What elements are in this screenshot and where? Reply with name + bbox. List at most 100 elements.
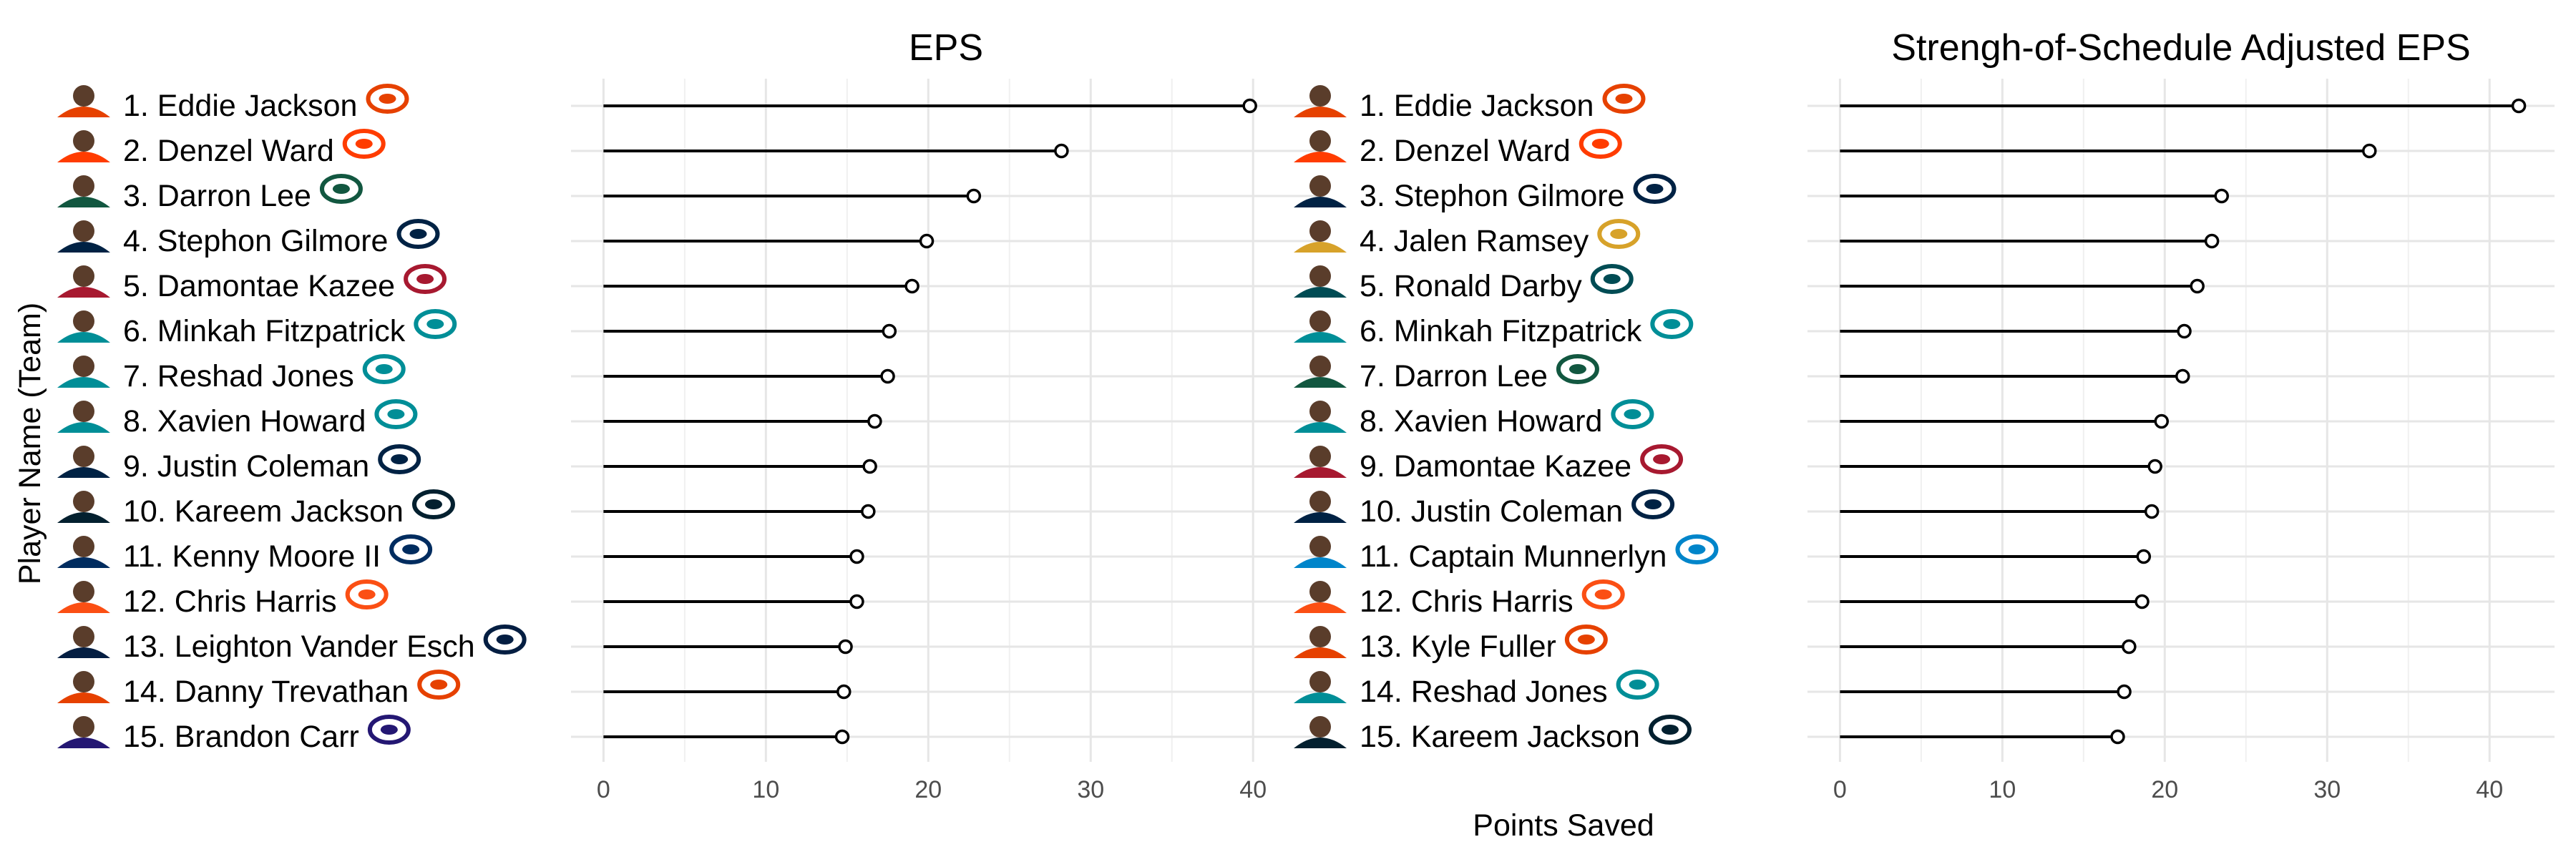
player-label: 1. Eddie Jackson (123, 89, 357, 123)
data-point (849, 549, 864, 564)
player-label: 10. Kareem Jackson (123, 494, 404, 529)
data-point (2511, 98, 2527, 114)
headshot-jersey (1294, 692, 1347, 703)
player-label: 14. Reshad Jones (1360, 675, 1608, 709)
x-tick-label: 20 (914, 776, 942, 803)
player-headshot (57, 220, 110, 253)
panel-2: Strengh-of-Schedule Adjusted EPS 0 10 20 30 4… (1294, 27, 2555, 803)
headshot-jersey (1294, 467, 1347, 478)
team-logo-core (1610, 229, 1628, 239)
player-headshot (1294, 85, 1347, 117)
player-label: 10. Justin Coleman (1360, 494, 1623, 529)
data-point (862, 459, 877, 474)
team-logo-icon (1648, 715, 1692, 745)
player-label: 11. Kenny Moore II (123, 539, 381, 574)
player-headshot (57, 446, 110, 478)
team-logo-core (358, 589, 376, 599)
team-logo-core (387, 409, 405, 419)
player-label: 8. Xavien Howard (123, 404, 366, 439)
headshot-jersey (1294, 242, 1347, 253)
team-logo-core (1644, 499, 1662, 509)
team-logo-icon (414, 309, 457, 339)
team-logo-core (1594, 589, 1612, 599)
headshot-face (1309, 356, 1331, 377)
player-headshot (57, 671, 110, 703)
headshot-jersey (1294, 512, 1347, 523)
headshot-face (73, 446, 94, 467)
data-point (2147, 459, 2162, 474)
headshot-face (73, 536, 94, 557)
team-logo-icon (367, 715, 411, 745)
headshot-jersey (1294, 107, 1347, 117)
team-logo-core (424, 499, 442, 509)
x-tick-label: 30 (1077, 776, 1104, 803)
team-logo-core (496, 635, 514, 645)
player-label: 13. Leighton Vander Esch (123, 630, 475, 664)
team-logo-core (375, 364, 393, 374)
headshot-jersey (1294, 557, 1347, 568)
player-headshot (1294, 356, 1347, 388)
player-label: 6. Minkah Fitzpatrick (1360, 314, 1642, 348)
headshot-jersey (57, 422, 110, 433)
data-point (2135, 594, 2150, 609)
player-label: 3. Darron Lee (123, 179, 311, 213)
headshot-jersey (1294, 332, 1347, 343)
player-headshot (1294, 581, 1347, 613)
team-logo-core (1688, 544, 1706, 554)
headshot-face (1309, 85, 1331, 107)
team-logo-icon (1675, 534, 1719, 564)
team-logo-core (1568, 364, 1586, 374)
player-label: 5. Damontae Kazee (123, 269, 395, 303)
headshot-jersey (1294, 647, 1347, 658)
team-logo-core (1591, 139, 1609, 149)
headshot-jersey (1294, 152, 1347, 162)
data-point (1054, 143, 1069, 159)
data-point (2190, 278, 2205, 294)
data-point (966, 188, 982, 204)
team-logo-core (409, 229, 427, 239)
data-point (919, 233, 935, 249)
player-label: 15. Brandon Carr (123, 720, 359, 754)
headshot-jersey (57, 197, 110, 207)
player-label: 14. Danny Trevathan (123, 675, 409, 709)
player-label: 11. Captain Munnerlyn (1360, 539, 1667, 574)
player-label: 6. Minkah Fitzpatrick (123, 314, 406, 348)
team-logo-icon (378, 444, 421, 474)
headshot-face (73, 130, 94, 152)
data-point (849, 594, 864, 609)
player-label: 8. Xavien Howard (1360, 404, 1602, 439)
data-point (838, 639, 853, 655)
team-logo-icon (342, 129, 386, 159)
team-logo-icon (374, 399, 418, 429)
player-headshot (57, 310, 110, 343)
player-headshot (57, 581, 110, 613)
team-logo-icon (1616, 670, 1659, 700)
data-point (2204, 233, 2220, 249)
player-headshot (57, 356, 110, 388)
panel-title: EPS (909, 27, 983, 69)
player-headshot (57, 85, 110, 117)
player-label: 13. Kyle Fuller (1360, 630, 1556, 664)
team-logo-core (380, 725, 398, 735)
data-point (904, 278, 919, 294)
headshot-jersey (57, 152, 110, 162)
player-label: 15. Kareem Jackson (1360, 720, 1640, 754)
x-axis-title: Points Saved (1473, 808, 1654, 843)
player-headshot (57, 536, 110, 568)
headshot-face (1309, 220, 1331, 242)
headshot-jersey (57, 107, 110, 117)
player-headshot (57, 491, 110, 523)
team-logo-core (1624, 409, 1641, 419)
data-point (2362, 143, 2377, 159)
player-headshot (1294, 671, 1347, 703)
headshot-face (1309, 536, 1331, 557)
panel-1: EPS 0 10 20 30 40 1. Eddie Jackson 2. Denzel Wa… (57, 27, 1318, 803)
headshot-jersey (57, 467, 110, 478)
team-logo-core (426, 319, 444, 329)
headshot-jersey (1294, 377, 1347, 388)
headshot-face (1309, 446, 1331, 467)
data-point (2175, 368, 2190, 384)
team-logo-icon (404, 264, 447, 294)
